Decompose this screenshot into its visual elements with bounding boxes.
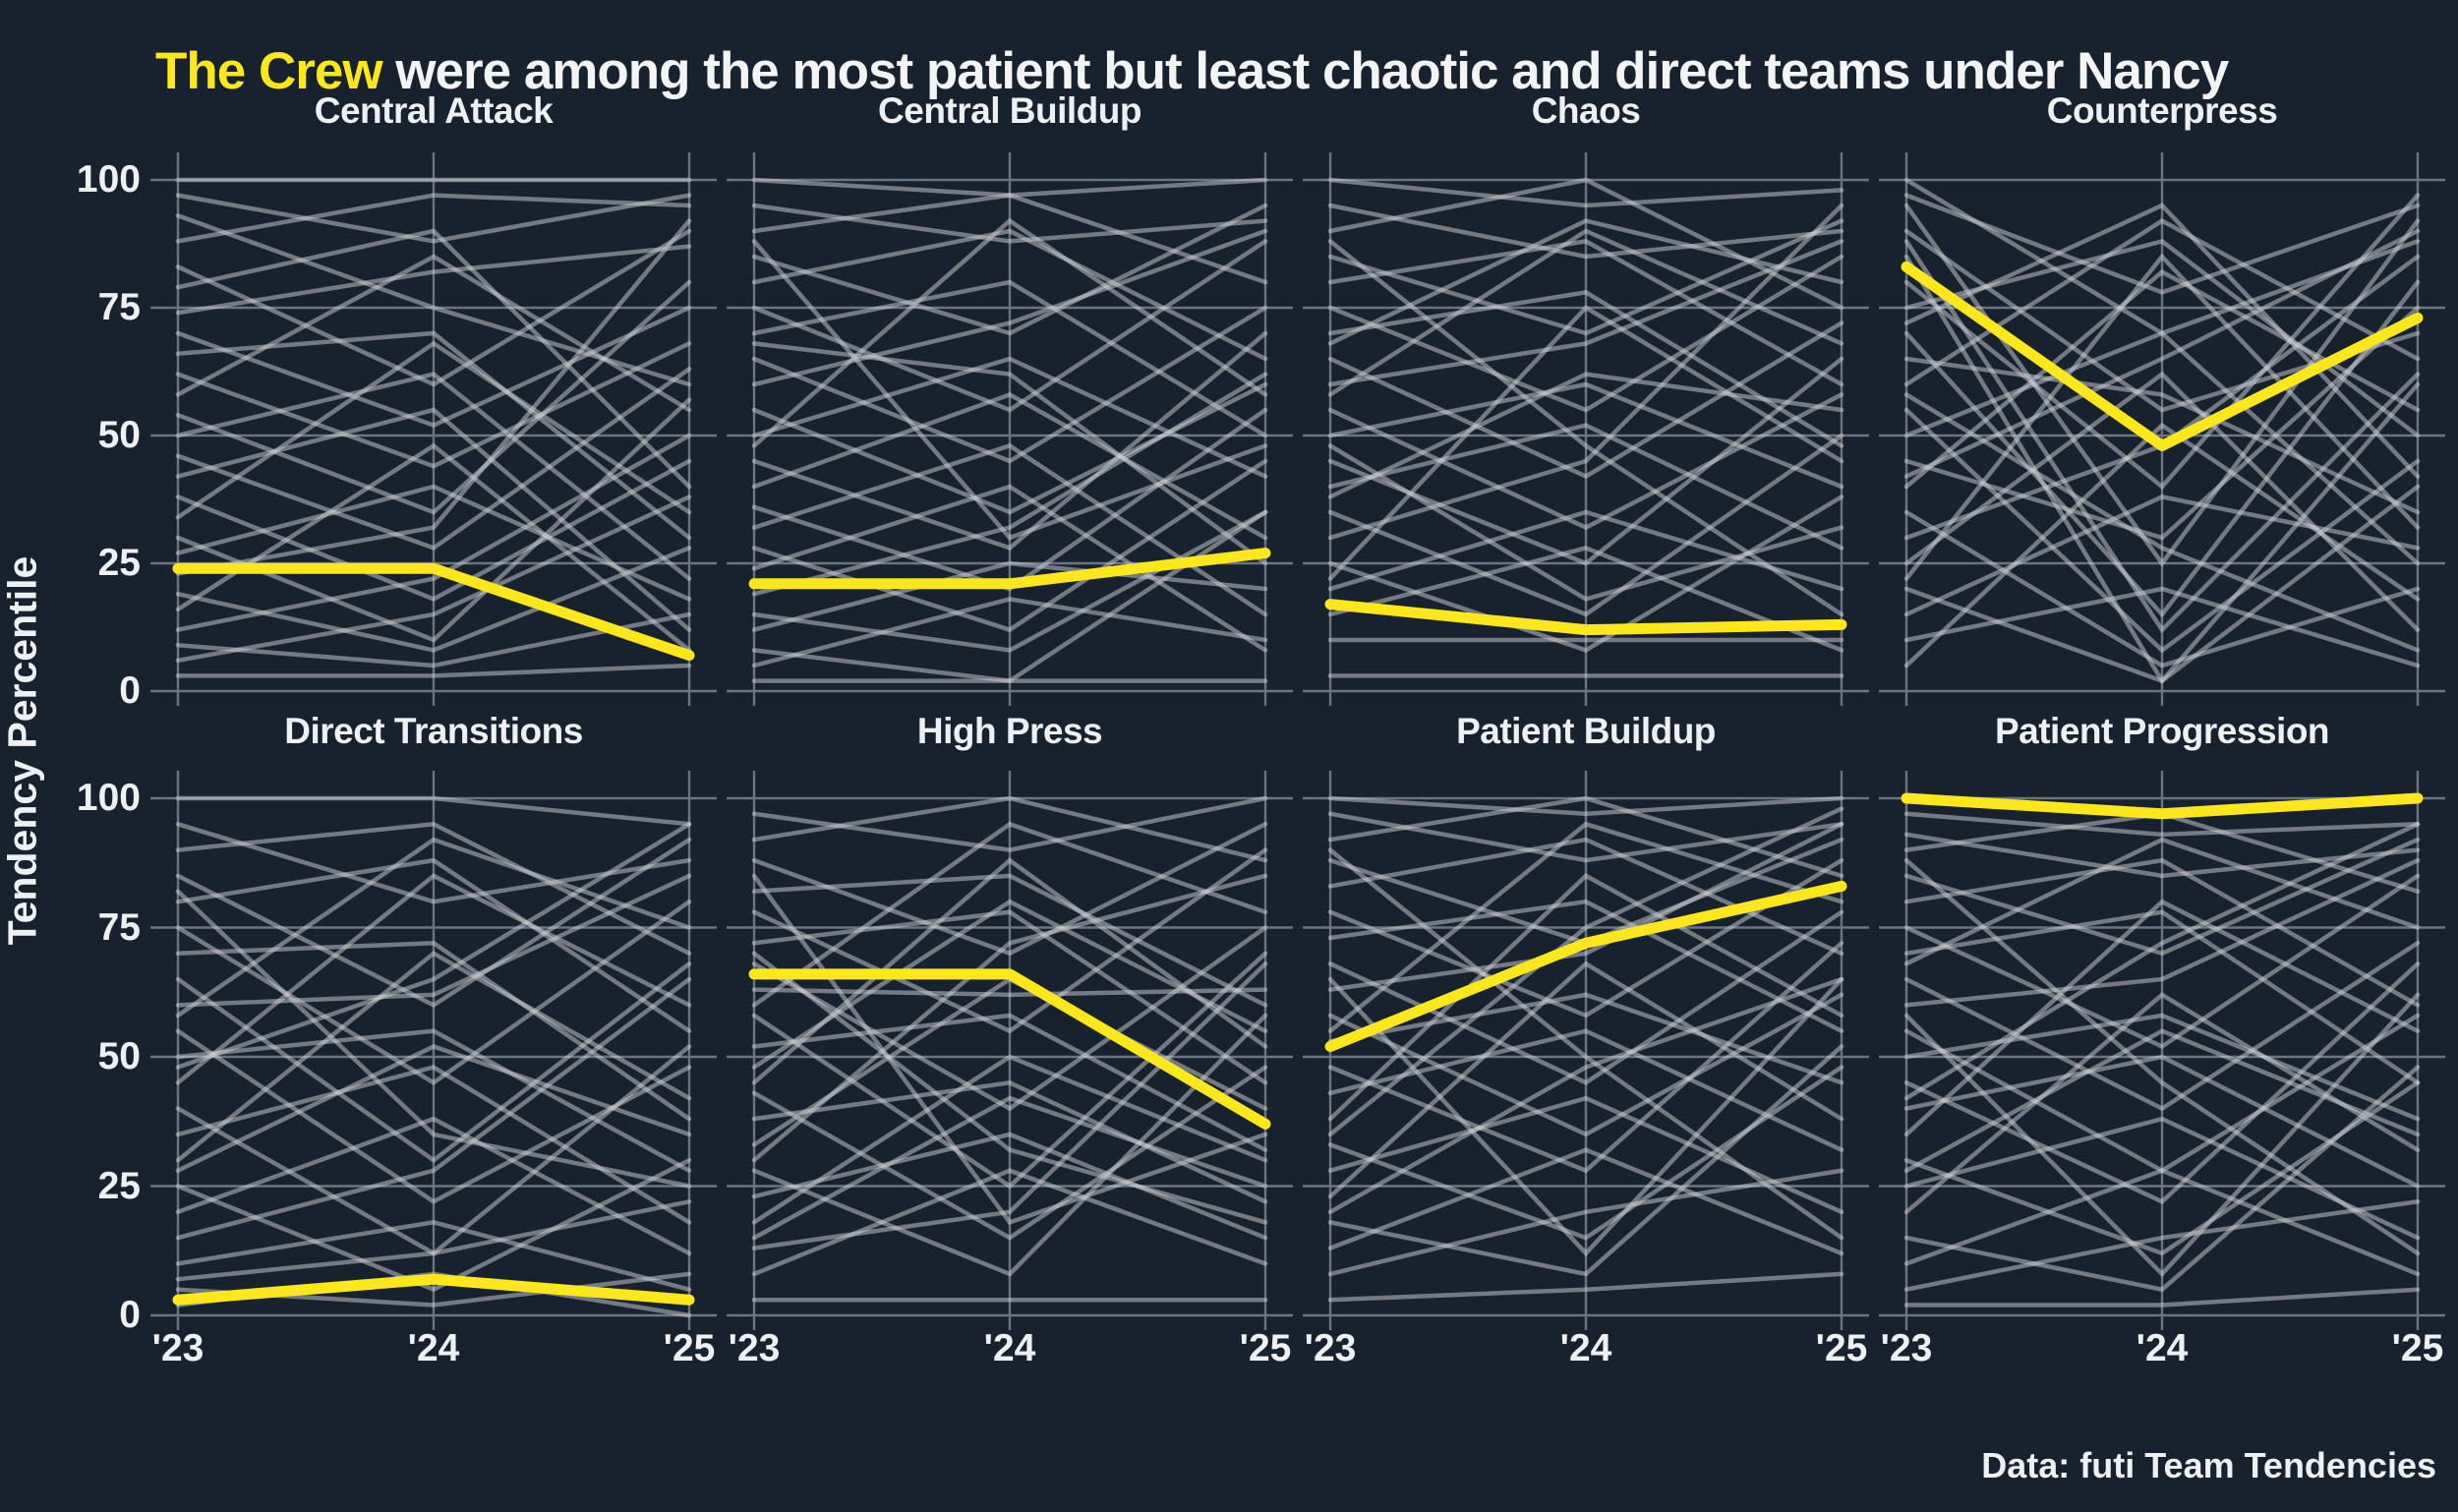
x-tick-label: '23: [1880, 1327, 1933, 1369]
highlight-line: [748, 548, 1271, 590]
y-tick-label: 0: [119, 669, 141, 712]
y-axis-title: Tendency Percentile: [0, 555, 45, 946]
x-tick-label: '24: [407, 1327, 460, 1369]
highlight-line: [1324, 880, 1847, 1052]
other-team-lines: [1903, 177, 2421, 685]
other-team-lines: [1327, 177, 1844, 678]
y-tick-label: 100: [76, 158, 141, 201]
y-tick-label: 0: [119, 1294, 141, 1336]
panel-title-direct-transitions: Direct Transitions: [284, 711, 583, 751]
y-tick-label: 25: [97, 1164, 141, 1207]
panel-plot-patient-buildup: [1303, 771, 1869, 1330]
panel-title-central-buildup: Central Buildup: [878, 90, 1141, 131]
y-tick-label: 25: [97, 542, 141, 584]
highlight-line: [1901, 792, 2424, 820]
highlight-line: [1901, 261, 2424, 451]
y-tick-label: 50: [97, 1035, 141, 1077]
title-rest: were among the most patient but least ch…: [381, 41, 2229, 100]
panel-title-high-press: High Press: [916, 711, 1103, 751]
panel-title-central-attack: Central Attack: [314, 90, 554, 131]
other-team-lines: [751, 177, 1268, 683]
x-tick-label: '25: [1239, 1327, 1292, 1369]
highlight-line: [1324, 599, 1847, 636]
panel-title-chaos: Chaos: [1531, 90, 1641, 131]
panel-title-patient-progression: Patient Progression: [1994, 711, 2330, 751]
y-tick-label: 100: [76, 777, 141, 819]
other-team-lines: [1903, 811, 2421, 1308]
y-tick-label: 75: [97, 286, 141, 328]
y-tick-label: 50: [97, 414, 141, 456]
x-tick-label: '24: [1559, 1327, 1612, 1369]
panel-title-patient-buildup: Patient Buildup: [1456, 711, 1716, 751]
panel-plot-counterpress: [1879, 152, 2445, 706]
panel-plot-chaos: [1303, 152, 1869, 706]
panel-plot-patient-progression: [1879, 771, 2445, 1330]
x-tick-label: '23: [1304, 1327, 1357, 1369]
highlight-line: [172, 1273, 695, 1306]
x-tick-label: '25: [663, 1327, 716, 1369]
x-tick-label: '25: [2391, 1327, 2444, 1369]
x-tick-label: '23: [728, 1327, 781, 1369]
other-team-lines: [751, 795, 1268, 1303]
panel-plot-central-buildup: [727, 152, 1293, 706]
highlight-line: [172, 562, 695, 662]
x-tick-label: '24: [2136, 1327, 2189, 1369]
y-tick-label: 75: [97, 905, 141, 949]
x-tick-label: '25: [1815, 1327, 1868, 1369]
panel-plot-direct-transitions: [150, 771, 717, 1330]
panel-plot-high-press: [727, 771, 1293, 1330]
other-team-lines: [1327, 795, 1844, 1303]
highlight-line: [748, 968, 1271, 1130]
title-highlight-team: The Crew: [155, 41, 383, 100]
panel-title-counterpress: Counterpress: [2046, 90, 2278, 131]
x-tick-label: '24: [983, 1327, 1036, 1369]
panel-plot-central-attack: [150, 152, 717, 706]
chart-title: The Crew were among the most patient but…: [155, 41, 2229, 101]
x-tick-label: '23: [151, 1327, 205, 1369]
source-caption: Data: futi Team Tendencies: [1981, 1445, 2436, 1485]
